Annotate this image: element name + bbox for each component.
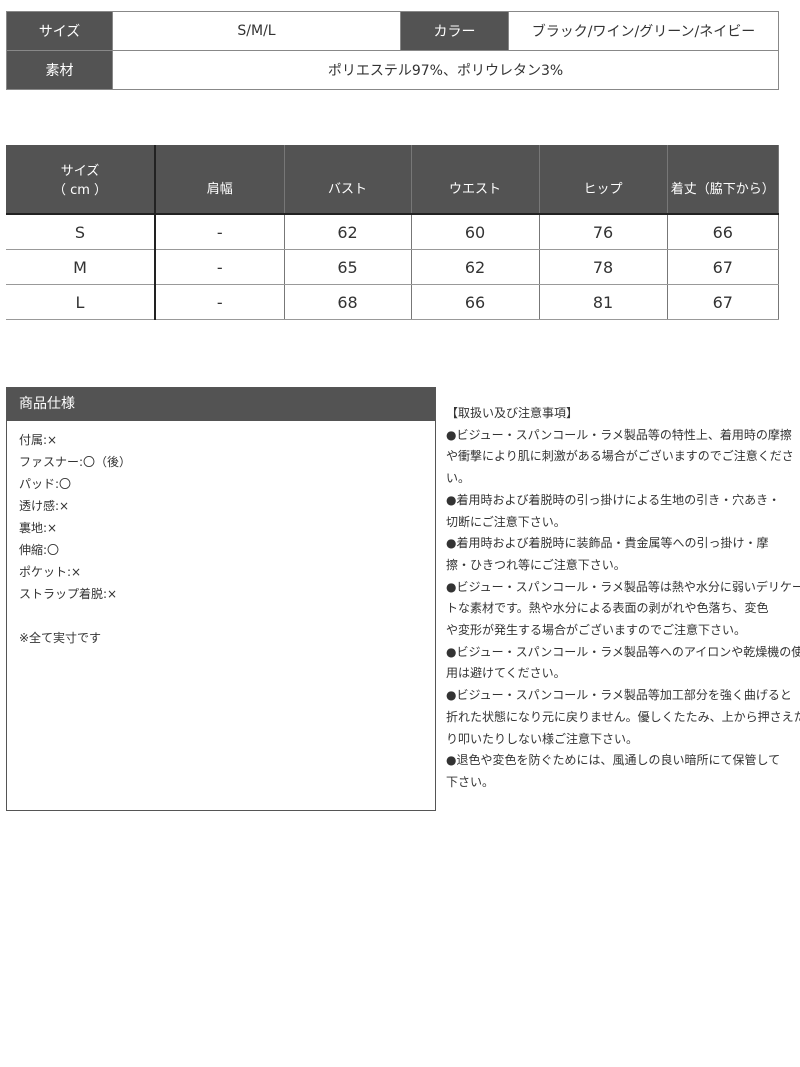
spec-item: 裏地:× [19, 521, 58, 535]
table-cell: 76 [539, 214, 668, 250]
care-line: トな素材です。熱や水分による表面の剥がれや色落ち、変色 [446, 601, 769, 616]
care-line: ●ビジュー・スパンコール・ラメ製品等は熱や水分に弱いデリケー [446, 579, 800, 594]
care-line: ●退色や変色を防ぐためには、風通しの良い暗所にて保管して [446, 753, 781, 768]
header-length: 着丈（脇下から） [667, 145, 779, 215]
table-cell: 62 [284, 214, 412, 250]
material-label: 素材 [6, 50, 113, 90]
header-waist: ウエスト [411, 145, 540, 215]
table-cell: L [6, 284, 156, 320]
header-bust: バスト [284, 145, 412, 215]
color-value: ブラック/ワイン/グリーン/ネイビー [508, 11, 779, 51]
table-cell: 78 [539, 249, 668, 285]
color-label: カラー [400, 11, 509, 51]
table-cell: - [155, 214, 285, 250]
table-cell: - [155, 249, 285, 285]
size-label: サイズ [6, 11, 113, 51]
care-line: 擦・ひきつれ等にご注意下さい。 [446, 557, 626, 572]
table-cell: 66 [411, 284, 540, 320]
table-cell: 68 [284, 284, 412, 320]
care-line: や変形が発生する場合がございますのでご注意下さい。 [446, 623, 747, 638]
care-line: り叩いたりしない様ご注意下さい。 [446, 731, 639, 746]
table-row: M -65 62 78 67 [6, 249, 779, 285]
care-notes: 【取扱い及び注意事項】 ●ビジュー・スパンコール・ラメ製品等の特性上、着用時の摩… [446, 403, 800, 794]
care-line: ●着用時および着脱時の引っ掛けによる生地の引き・穴あき・ [446, 492, 781, 507]
spec-item: 伸縮:〇 [19, 543, 60, 557]
care-line: や衝撃により肌に刺激がある場合がございますのでご注意くださ [446, 449, 794, 464]
header-shoulder: 肩幅 [155, 145, 285, 215]
table-cell: S [6, 214, 156, 250]
spec-title: 商品仕様 [7, 388, 435, 421]
spec-box: 商品仕様 付属:× ファスナー:〇（後） パッド:〇透け感:× 裏地:× 伸縮:〇ポケッ… [6, 387, 436, 811]
material-value: ポリエステル97%、ポリウレタン3% [112, 50, 779, 90]
spec-note: ※全て実寸です [19, 631, 102, 645]
spec-item: ポケット:× [19, 565, 82, 579]
care-line: 用は避けてください。 [446, 666, 566, 681]
table-cell: M [6, 249, 156, 285]
table-cell: - [155, 284, 285, 320]
table-cell: 67 [667, 284, 779, 320]
header-unit: （ cm ） [52, 183, 108, 198]
table-row: S -62 60 76 66 [6, 214, 779, 250]
size-table: サイズ（ cm ） 肩幅 バスト ウエスト ヒップ 着丈（脇下から） S -62 6… [6, 145, 779, 320]
product-info-table: サイズ S/M/L カラー ブラック/ワイン/グリーン/ネイビー 素材 ポリエス… [6, 11, 779, 90]
care-line: 下さい。 [446, 774, 495, 789]
care-line: ●ビジュー・スパンコール・ラメ製品等加工部分を強く曲げると [446, 688, 792, 703]
header-size: サイズ （ cm ） [6, 145, 156, 215]
table-cell: 65 [284, 249, 412, 285]
header-size-label: サイズ [60, 164, 100, 179]
care-line: い。 [446, 471, 471, 486]
size-table-header: サイズ （ cm ） 肩幅 バスト ウエスト ヒップ 着丈（脇下から） [6, 145, 779, 215]
table-cell: 67 [667, 249, 779, 285]
header-hip: ヒップ [539, 145, 668, 215]
table-cell: 66 [667, 214, 779, 250]
spec-item: パッド:〇 [19, 477, 72, 491]
table-cell: 60 [411, 214, 540, 250]
spec-item: ストラップ着脱:× [19, 587, 118, 601]
size-value: S/M/L [112, 11, 401, 51]
care-line: 折れた状態になり元に戻りません。優しくたたみ、上から押さえた [446, 709, 800, 724]
table-cell: 62 [411, 249, 540, 285]
care-line: ●ビジュー・スパンコール・ラメ製品等の特性上、着用時の摩擦 [446, 427, 792, 442]
care-line: 切断にご注意下さい。 [446, 514, 566, 529]
table-row: L -68 66 81 67 [6, 284, 779, 320]
spec-item: ファスナー:〇（後） [19, 455, 132, 469]
spec-item: 付属:× [19, 433, 58, 447]
care-line: ●ビジュー・スパンコール・ラメ製品等へのアイロンや乾燥機の使 [446, 644, 800, 659]
care-line: ●着用時および着脱時に装飾品・貴金属等への引っ掛け・摩 [446, 536, 769, 551]
care-title: 【取扱い及び注意事項】 [446, 406, 579, 420]
spec-item: 透け感:× [19, 499, 70, 513]
table-cell: 81 [539, 284, 668, 320]
